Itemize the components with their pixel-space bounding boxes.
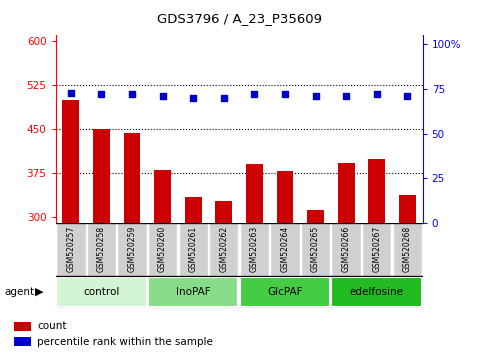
Bar — [93, 129, 110, 223]
Point — [128, 92, 136, 97]
FancyBboxPatch shape — [331, 223, 361, 276]
Text: GSM520267: GSM520267 — [372, 226, 381, 272]
FancyBboxPatch shape — [209, 223, 239, 276]
Bar — [14, 322, 30, 331]
FancyBboxPatch shape — [56, 277, 147, 307]
FancyBboxPatch shape — [56, 223, 85, 276]
Text: GSM520264: GSM520264 — [281, 226, 289, 272]
Point — [189, 95, 197, 101]
Text: GSM520257: GSM520257 — [66, 226, 75, 272]
Text: GSM520263: GSM520263 — [250, 226, 259, 272]
Bar — [307, 210, 324, 223]
Text: percentile rank within the sample: percentile rank within the sample — [38, 337, 213, 347]
FancyBboxPatch shape — [240, 223, 269, 276]
Text: GSM520266: GSM520266 — [341, 226, 351, 272]
Text: ▶: ▶ — [35, 287, 43, 297]
Bar — [124, 133, 141, 223]
FancyBboxPatch shape — [270, 223, 299, 276]
Text: count: count — [38, 321, 67, 331]
Bar — [154, 170, 171, 223]
FancyBboxPatch shape — [148, 223, 177, 276]
Bar — [338, 162, 355, 223]
Point — [342, 93, 350, 99]
Point — [312, 93, 319, 99]
Bar — [399, 195, 416, 223]
Bar — [277, 171, 293, 223]
FancyBboxPatch shape — [179, 223, 208, 276]
Point — [67, 90, 75, 96]
Text: agent: agent — [5, 287, 35, 297]
Text: GSM520262: GSM520262 — [219, 226, 228, 272]
Bar — [246, 164, 263, 223]
FancyBboxPatch shape — [331, 277, 422, 307]
FancyBboxPatch shape — [117, 223, 147, 276]
Text: GSM520265: GSM520265 — [311, 226, 320, 272]
Text: GlcPAF: GlcPAF — [267, 287, 303, 297]
FancyBboxPatch shape — [148, 277, 239, 307]
Text: GSM520261: GSM520261 — [189, 226, 198, 272]
Text: GDS3796 / A_23_P35609: GDS3796 / A_23_P35609 — [156, 12, 322, 25]
Point — [159, 93, 167, 99]
Text: GSM520259: GSM520259 — [128, 226, 137, 272]
FancyBboxPatch shape — [393, 223, 422, 276]
Bar — [14, 337, 30, 346]
Text: GSM520268: GSM520268 — [403, 226, 412, 272]
Text: GSM520260: GSM520260 — [158, 226, 167, 272]
Text: edelfosine: edelfosine — [350, 287, 404, 297]
Bar — [215, 201, 232, 223]
Text: GSM520258: GSM520258 — [97, 226, 106, 272]
Point — [220, 95, 227, 101]
Bar — [185, 196, 201, 223]
FancyBboxPatch shape — [87, 223, 116, 276]
Point — [281, 92, 289, 97]
FancyBboxPatch shape — [362, 223, 391, 276]
Text: InoPAF: InoPAF — [176, 287, 211, 297]
Point — [403, 93, 411, 99]
Point — [98, 92, 105, 97]
FancyBboxPatch shape — [301, 223, 330, 276]
Point — [373, 92, 381, 97]
Bar — [62, 100, 79, 223]
Text: control: control — [83, 287, 120, 297]
FancyBboxPatch shape — [240, 277, 330, 307]
Bar — [369, 159, 385, 223]
Point — [251, 92, 258, 97]
